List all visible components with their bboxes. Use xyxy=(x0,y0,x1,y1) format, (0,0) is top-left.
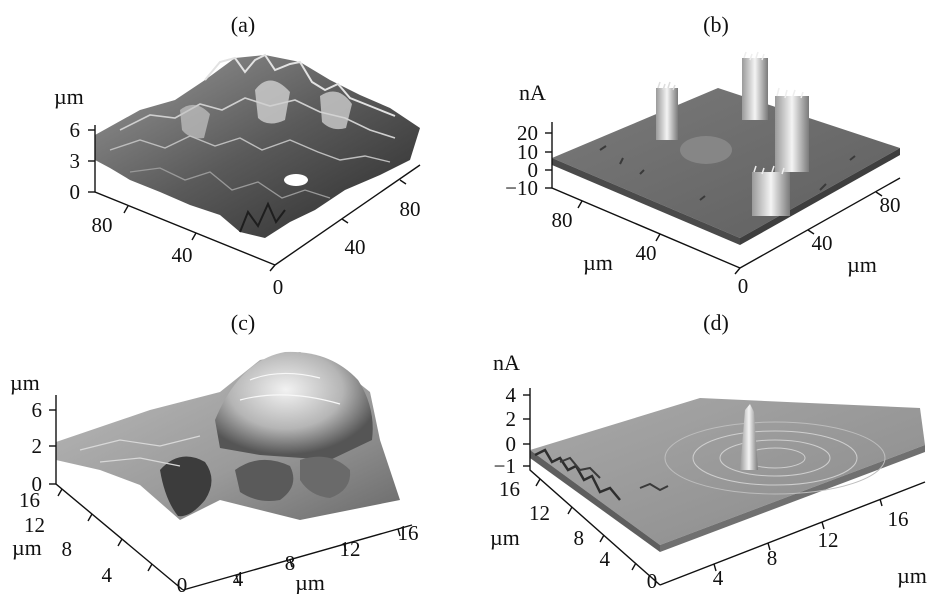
z-tick-label: 20 xyxy=(517,121,538,145)
x-tick-label: 16 xyxy=(19,488,40,512)
z-tick-label: 2 xyxy=(506,407,517,431)
ripple-rings xyxy=(664,421,886,495)
surface-plot xyxy=(552,51,900,245)
y-tick-label: 80 xyxy=(880,193,901,217)
z-tick-label: 0 xyxy=(32,472,43,496)
z-tick-label: 6 xyxy=(70,118,81,142)
axes xyxy=(49,395,413,591)
y-tick-label: 0 xyxy=(177,573,188,594)
z-tick-label: 0 xyxy=(528,158,539,182)
z-tick-label: 2 xyxy=(32,434,43,458)
x-tick-label: 40 xyxy=(636,241,657,265)
x-axis-unit: µm xyxy=(583,250,613,275)
z-tick-label: 6 xyxy=(32,398,43,422)
panel-label: (b) xyxy=(703,12,729,37)
z-axis-unit: µm xyxy=(54,84,84,109)
panel-label: (d) xyxy=(703,310,729,335)
current-spike xyxy=(740,404,758,470)
x-tick-label: 8 xyxy=(574,526,585,550)
y-tick-label: 0 xyxy=(738,274,749,298)
x-axis-unit: µm xyxy=(12,535,42,560)
z-tick-label: −10 xyxy=(505,176,538,200)
x-tick-label: 4 xyxy=(102,563,113,587)
z-tick-label: 0 xyxy=(506,432,517,456)
panel-label: (a) xyxy=(231,12,255,37)
x-tick-label: 40 xyxy=(172,243,193,267)
x-tick-label: 16 xyxy=(499,477,520,501)
z-axis-unit: nA xyxy=(493,350,520,375)
x-tick-label: 80 xyxy=(92,213,113,237)
y-tick-label: 12 xyxy=(340,537,361,561)
y-tick-label: 16 xyxy=(888,507,909,531)
y-tick-label: 40 xyxy=(812,231,833,255)
x-tick-label: 80 xyxy=(552,208,573,232)
z-axis-unit: nA xyxy=(519,80,546,105)
axes xyxy=(545,122,901,275)
z-axis-unit: µm xyxy=(10,370,40,395)
y-axis-unit: µm xyxy=(295,570,325,594)
x-tick-label: 8 xyxy=(62,537,73,561)
panel-label: (c) xyxy=(231,310,255,335)
x-tick-label: 4 xyxy=(600,547,611,571)
surface-plot xyxy=(95,53,420,238)
axes xyxy=(88,125,421,272)
surface-plot xyxy=(530,398,925,552)
z-tick-label: 4 xyxy=(506,383,517,407)
z-tick-label: 0 xyxy=(70,180,81,204)
y-tick-label: 80 xyxy=(400,197,421,221)
y-tick-label: 4 xyxy=(713,566,724,590)
y-tick-label: 8 xyxy=(285,551,296,575)
panel-a: (a) µm 6 3 0 xyxy=(54,12,421,299)
panel-c: (c) µm 6 2 0 16 xyxy=(10,310,419,594)
y-axis-unit: µm xyxy=(847,252,877,277)
y-tick-label: 4 xyxy=(233,567,244,591)
panel-b: (b) nA xyxy=(505,12,900,298)
current-peaks xyxy=(656,51,809,216)
y-tick-label: 0 xyxy=(647,569,658,593)
z-tick-label: −1 xyxy=(494,454,516,478)
axes xyxy=(523,388,926,586)
y-tick-label: 40 xyxy=(345,235,366,259)
x-tick-label: 12 xyxy=(24,513,45,537)
surface-plot xyxy=(56,351,400,520)
x-tick-label: 12 xyxy=(529,501,550,525)
y-tick-label: 12 xyxy=(818,528,839,552)
y-tick-label: 16 xyxy=(398,521,419,545)
panel-d: (d) nA xyxy=(490,310,927,593)
x-axis-unit: µm xyxy=(490,525,520,550)
y-tick-label: 0 xyxy=(273,275,284,299)
z-tick-label: 3 xyxy=(70,149,81,173)
y-tick-label: 8 xyxy=(767,546,778,570)
y-axis-unit: µm xyxy=(897,563,927,588)
z-tick-label: 10 xyxy=(517,140,538,164)
